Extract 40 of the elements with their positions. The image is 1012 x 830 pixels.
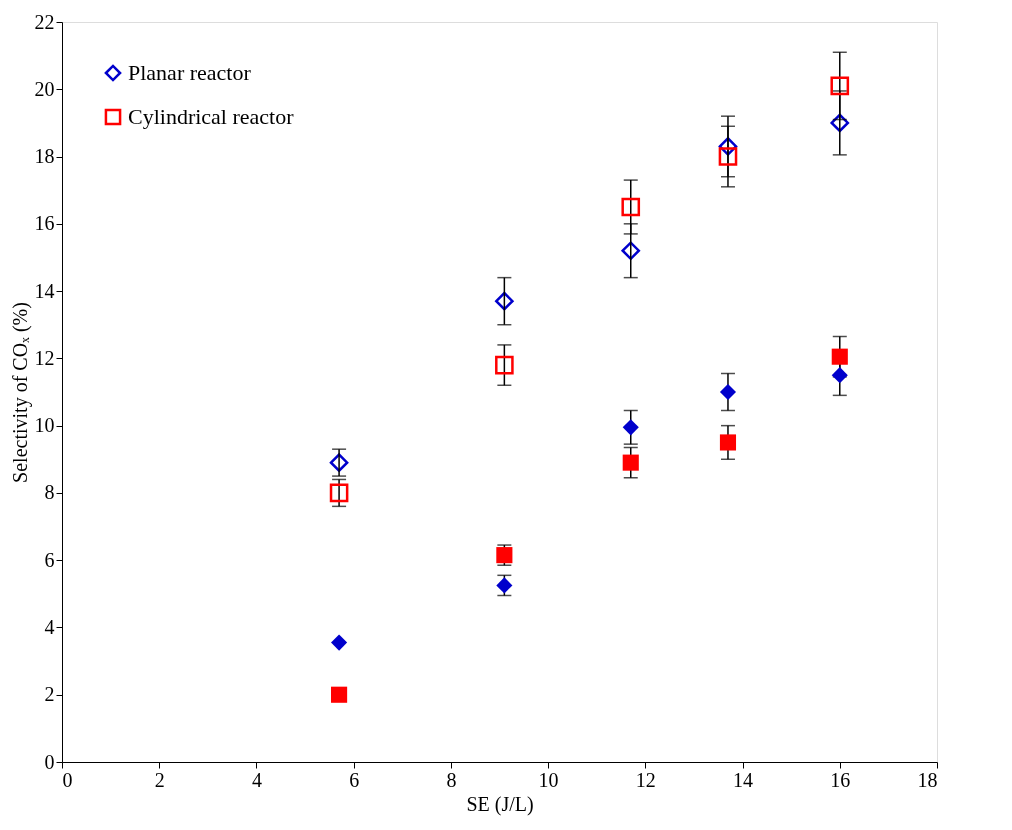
y-tick-label: 6 — [44, 548, 55, 571]
y-tick-label: 16 — [34, 212, 55, 235]
x-tick-label: 14 — [733, 768, 754, 791]
point — [622, 419, 639, 436]
y-tick-label: 0 — [44, 750, 55, 773]
point — [830, 76, 850, 96]
x-axis-title: SE (J/L) — [466, 792, 534, 816]
x-tick-label: 18 — [917, 768, 938, 791]
point — [495, 355, 514, 375]
x-tick-label: 4 — [251, 768, 262, 791]
point — [622, 454, 639, 471]
x-tick-label: 6 — [349, 768, 360, 791]
point — [331, 686, 348, 703]
point — [495, 291, 514, 311]
y-tick-label: 22 — [34, 10, 55, 33]
point — [331, 634, 348, 651]
point — [831, 367, 848, 384]
x-tick-label: 12 — [635, 768, 656, 791]
x-tick-label: 0 — [62, 768, 73, 791]
y-tick-label: 4 — [44, 615, 55, 638]
y-tick-label: 8 — [44, 481, 55, 504]
point — [831, 348, 848, 365]
point — [719, 383, 737, 401]
y-tick-label: 2 — [44, 683, 55, 706]
y-tick-label: 14 — [34, 279, 55, 302]
legend-label: Cylindrical reactor — [128, 104, 295, 129]
x-tick-label: 8 — [446, 768, 457, 791]
y-tick-label: 20 — [34, 77, 55, 100]
point — [718, 147, 738, 166]
y-axis-title: Selectivity of COₓ (%) — [8, 302, 32, 483]
point — [621, 197, 641, 217]
y-tick-label: 10 — [34, 414, 55, 437]
y-tick-label: 18 — [34, 145, 55, 168]
y-tick-label: 12 — [34, 346, 55, 369]
point — [329, 483, 349, 503]
x-tick-label: 10 — [538, 768, 559, 791]
legend-label: Planar reactor — [128, 60, 252, 85]
x-tick-label: 2 — [154, 768, 165, 791]
x-tick-label: 16 — [830, 768, 851, 791]
point — [719, 434, 737, 451]
